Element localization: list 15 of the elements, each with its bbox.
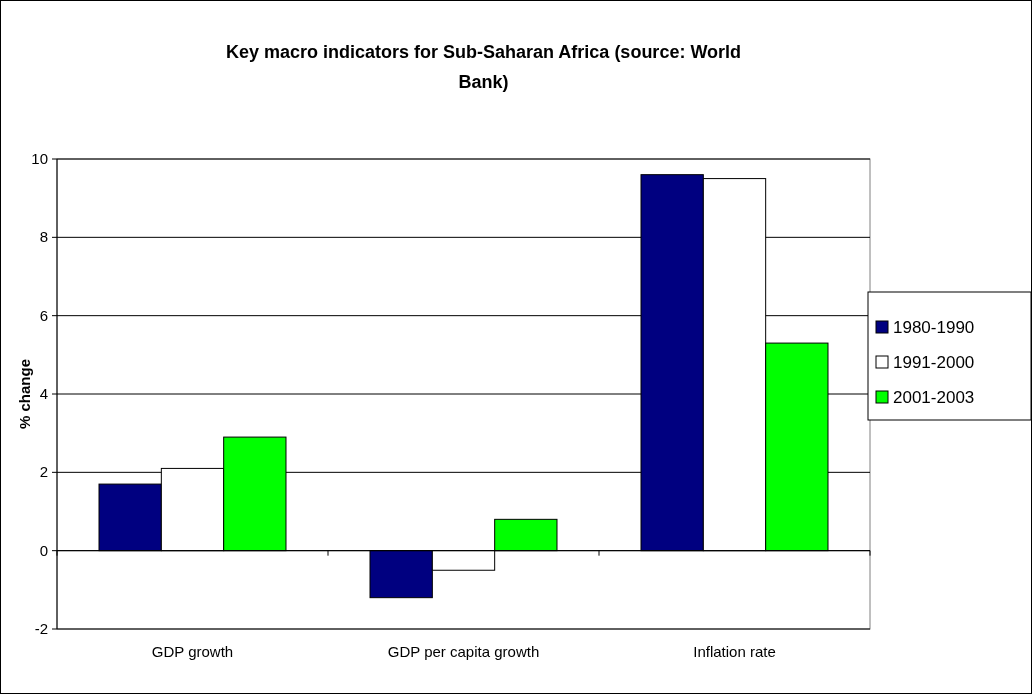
y-tick-label: -2 — [34, 620, 48, 637]
x-tick-label: GDP growth — [151, 643, 234, 660]
legend-label: 1991-2000 — [893, 353, 975, 372]
y-tick-label: 4 — [39, 385, 48, 402]
x-tick-label: Inflation rate — [693, 643, 776, 660]
y-tick-label: 6 — [39, 306, 48, 324]
x-tick-label: GDP per capita growth — [387, 643, 540, 660]
legend-label: 2001-2003 — [893, 388, 975, 407]
y-tick-label: 8 — [39, 228, 48, 246]
y-axis-title: % change — [16, 358, 33, 430]
legend-label: 1980-1990 — [893, 318, 975, 337]
y-tick-label: 10 — [31, 150, 48, 167]
y-tick-label: 2 — [39, 463, 48, 481]
y-tick-label: 0 — [39, 541, 48, 559]
chart-title: Key macro indicators for Sub-Saharan Africa (source: World Bank) — [225, 42, 742, 92]
